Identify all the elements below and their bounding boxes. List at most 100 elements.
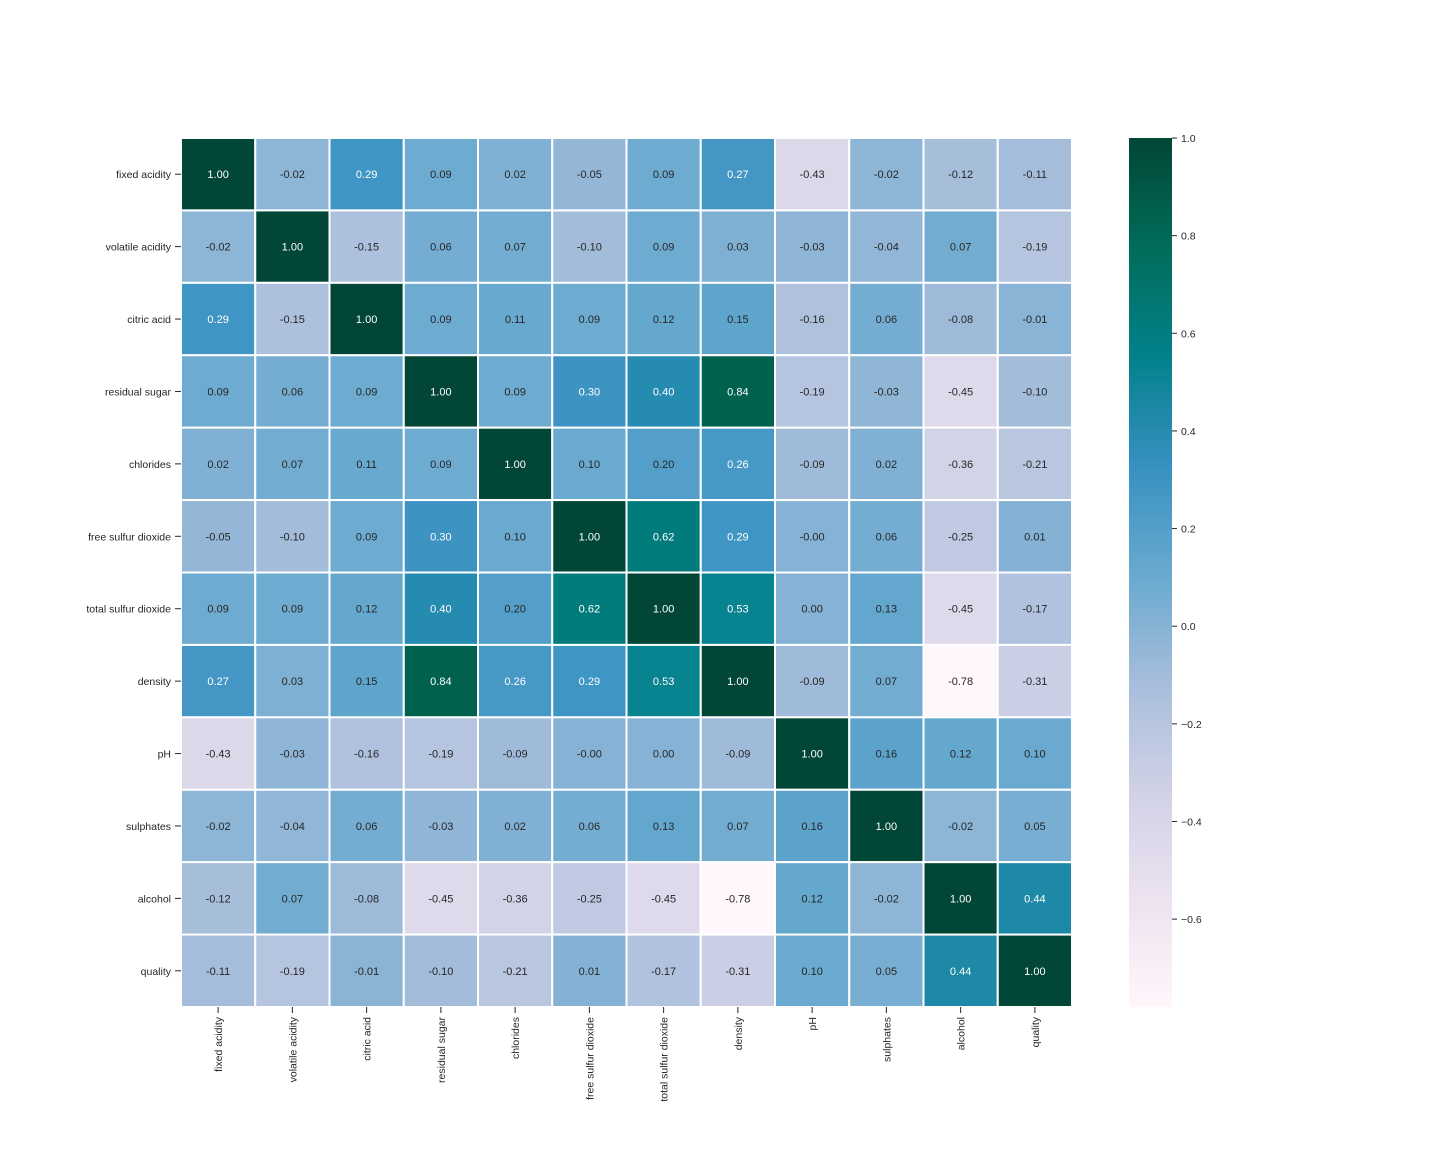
cell-value-label: -0.01 <box>354 966 379 978</box>
cell-value-label: -0.25 <box>577 893 602 905</box>
cell-value-label: -0.02 <box>280 169 305 181</box>
x-tick-label: chlorides <box>510 1017 522 1059</box>
cell-value-label: -0.45 <box>948 386 973 398</box>
heatmap-cell <box>996 137 1073 212</box>
cell-value-label: -0.31 <box>1022 676 1047 688</box>
heatmap-cell <box>551 716 628 791</box>
heatmap-cell <box>699 716 776 791</box>
heatmap-cell <box>922 426 999 502</box>
cell-value-label: 0.12 <box>801 893 822 905</box>
heatmap-cell <box>848 933 925 1008</box>
heatmap-cell <box>625 499 702 574</box>
heatmap-cell <box>625 281 702 357</box>
heatmap-cell <box>699 861 776 936</box>
cell-value-label: -0.04 <box>280 821 305 833</box>
cell-value-label: -0.43 <box>206 749 231 761</box>
heatmap-cell <box>254 426 331 502</box>
cell-value-label: -0.36 <box>503 893 528 905</box>
heatmap-cell <box>774 571 851 646</box>
cell-value-label: 0.09 <box>579 314 600 326</box>
heatmap-cell <box>402 788 479 864</box>
cell-value-label: 0.05 <box>1024 821 1045 833</box>
heatmap-cell <box>996 716 1073 791</box>
cell-value-label: 0.07 <box>504 242 525 254</box>
x-tick-label: sulphates <box>881 1017 893 1062</box>
cell-value-label: -0.31 <box>725 966 750 978</box>
cell-value-label: 0.29 <box>579 676 600 688</box>
cell-value-label: -0.03 <box>800 242 825 254</box>
cell-value-label: -0.36 <box>948 459 973 471</box>
cell-value-label: 1.00 <box>356 314 377 326</box>
cell-value-label: 1.00 <box>282 242 303 254</box>
heatmap-cell <box>180 354 257 429</box>
heatmap-cell <box>328 643 405 719</box>
cell-value-label: -0.01 <box>1022 314 1047 326</box>
cell-value-label: 0.29 <box>356 169 377 181</box>
cell-value-label: 0.26 <box>504 676 525 688</box>
cell-value-label: -0.03 <box>280 749 305 761</box>
heatmap-cell <box>402 499 479 574</box>
heatmap-cell <box>848 209 925 284</box>
cell-value-label: 0.03 <box>282 676 303 688</box>
cell-value-label: -0.09 <box>503 749 528 761</box>
cell-value-label: 0.16 <box>801 821 822 833</box>
x-tick-label: fixed acidity <box>213 1016 225 1072</box>
heatmap-cell <box>774 861 851 936</box>
cell-value-label: 0.07 <box>727 821 748 833</box>
colorbar-tick-label: 0.8 <box>1181 231 1196 243</box>
heatmap-cell <box>922 716 999 791</box>
cell-value-label: -0.15 <box>280 314 305 326</box>
heatmap-cell <box>551 354 628 429</box>
cell-value-label: 0.12 <box>653 314 674 326</box>
heatmap-cell <box>996 354 1073 429</box>
cell-value-label: 0.09 <box>282 604 303 616</box>
cell-value-label: -0.03 <box>874 386 899 398</box>
cell-value-label: 0.10 <box>579 459 600 471</box>
heatmap-cell <box>922 209 999 284</box>
colorbar-gradient <box>1129 138 1172 1007</box>
y-tick-label: chlorides <box>129 459 171 471</box>
cell-value-label: 0.02 <box>504 821 525 833</box>
y-tick-label: quality <box>141 966 172 978</box>
cell-value-label: -0.45 <box>428 893 453 905</box>
heatmap-cell <box>996 209 1073 284</box>
cell-value-label: -0.02 <box>206 821 231 833</box>
heatmap-cell <box>477 571 554 646</box>
heatmap-cell <box>774 209 851 284</box>
heatmap-cell <box>625 209 702 284</box>
y-tick-label: total sulfur dioxide <box>86 604 171 616</box>
cell-value-label: 0.40 <box>430 604 451 616</box>
cell-value-label: 0.06 <box>430 242 451 254</box>
heatmap-cell <box>180 861 257 936</box>
cell-value-label: 0.30 <box>579 386 600 398</box>
heatmap-cell <box>699 499 776 574</box>
cell-value-label: 0.06 <box>356 821 377 833</box>
cell-value-label: 0.09 <box>653 242 674 254</box>
cell-value-label: 0.13 <box>876 604 897 616</box>
cell-value-label: -0.09 <box>800 459 825 471</box>
colorbar-tick-label: −0.6 <box>1181 914 1202 926</box>
heatmap-cell <box>996 861 1073 936</box>
heatmap-cell <box>848 788 925 864</box>
heatmap-cell <box>625 426 702 502</box>
cell-value-label: 0.00 <box>653 749 674 761</box>
heatmap-cell <box>848 499 925 574</box>
cell-value-label: -0.02 <box>874 169 899 181</box>
x-tick-label: volatile acidity <box>287 1016 299 1082</box>
cell-value-label: 1.00 <box>727 676 748 688</box>
cell-value-label: 0.02 <box>504 169 525 181</box>
heatmap-cell <box>402 281 479 357</box>
heatmap-cell <box>551 499 628 574</box>
x-tick-label: citric acid <box>362 1017 374 1061</box>
y-tick-label: density <box>138 676 172 688</box>
cell-value-label: -0.09 <box>725 749 750 761</box>
cell-value-label: 0.03 <box>727 242 748 254</box>
heatmap-cell <box>402 571 479 646</box>
cell-value-label: -0.10 <box>280 531 305 543</box>
cell-value-label: -0.00 <box>800 531 825 543</box>
cell-value-label: -0.12 <box>206 893 231 905</box>
y-tick-label: sulphates <box>126 821 171 833</box>
heatmap-cell <box>477 209 554 284</box>
heatmap-cell <box>774 354 851 429</box>
